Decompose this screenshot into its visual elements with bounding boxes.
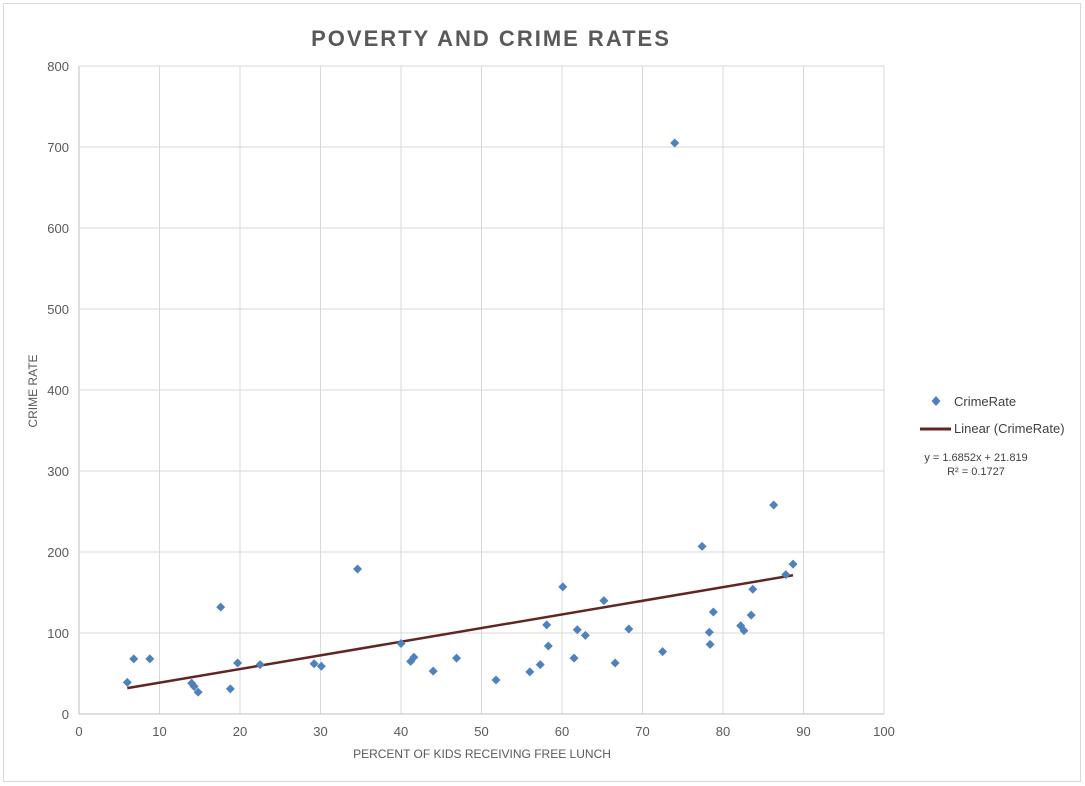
data-point [610,658,620,668]
data-point [409,652,419,662]
y-tick-label: 0 [62,707,69,722]
data-point [705,639,715,649]
data-point [316,661,326,671]
y-axis-title: CRIME RATE [26,354,40,427]
chart-title: POVERTY AND CRIME RATES [311,26,671,51]
data-point [428,666,438,676]
data-point [193,687,203,697]
data-point [225,684,235,694]
data-point [708,607,718,617]
data-point [599,596,609,606]
trendline [127,574,794,690]
data-point [670,138,680,148]
chart-frame: POVERTY AND CRIME RATES 0 10 20 30 40 50 60 70 8… [3,3,1081,782]
y-tick-label: 300 [47,464,69,479]
x-tick-label: 50 [474,724,488,739]
gridlines [78,65,885,715]
data-point [746,610,756,620]
data-point [569,653,579,663]
data-point [129,654,139,664]
data-point [535,660,545,670]
data-point [491,675,501,685]
x-tick-label: 30 [313,724,327,739]
data-point [189,681,199,691]
data-point [781,570,791,580]
y-tick-label: 500 [47,302,69,317]
y-tick-label: 100 [47,626,69,641]
data-point [353,564,363,574]
data-point [624,624,634,634]
x-tick-label: 90 [796,724,810,739]
y-tick-label: 200 [47,545,69,560]
data-point [452,653,462,663]
y-tick-label: 600 [47,221,69,236]
data-point [769,500,779,510]
data-point [704,627,714,637]
data-point [739,626,749,636]
data-point [255,660,265,670]
data-point [309,659,319,669]
data-point [145,654,155,664]
data-points [122,138,798,697]
data-point [658,647,668,657]
legend-label-trendline: Linear (CrimeRate) [954,421,1065,436]
data-point [216,602,226,612]
x-tick-label: 40 [394,724,408,739]
chart-canvas: POVERTY AND CRIME RATES 0 10 20 30 40 50 60 70 8… [26,26,1065,761]
data-point [233,658,243,668]
data-point [122,677,132,687]
data-point [525,667,535,677]
legend: CrimeRate Linear (CrimeRate) [920,394,1065,436]
trendline-equation: y = 1.6852x + 21.819 [924,452,1027,464]
trendline-r-squared: R² = 0.1727 [947,466,1005,478]
trendline-layer [127,574,794,690]
data-point [543,641,553,651]
x-tick-label: 60 [555,724,569,739]
legend-marker-crimerate [931,396,941,406]
x-tick-label: 100 [873,724,895,739]
x-tick-label: 10 [152,724,166,739]
y-tick-label: 700 [47,140,69,155]
y-tick-label: 800 [47,59,69,74]
x-axis-title: PERCENT OF KIDS RECEIVING FREE LUNCH [353,747,611,761]
data-point [788,559,798,569]
tick-labels: 0 10 20 30 40 50 60 70 80 90 100 0 100 200 300 400 500 60… [47,59,895,739]
x-tick-label: 20 [233,724,247,739]
data-point [697,541,707,551]
data-point [542,620,552,630]
data-point [580,630,590,640]
data-point [396,639,406,649]
data-point [572,625,582,635]
data-point [558,582,568,592]
x-tick-label: 70 [635,724,649,739]
x-tick-label: 0 [75,724,82,739]
data-point [748,584,758,594]
x-tick-label: 80 [716,724,730,739]
y-tick-label: 400 [47,383,69,398]
legend-label-crimerate: CrimeRate [954,394,1016,409]
